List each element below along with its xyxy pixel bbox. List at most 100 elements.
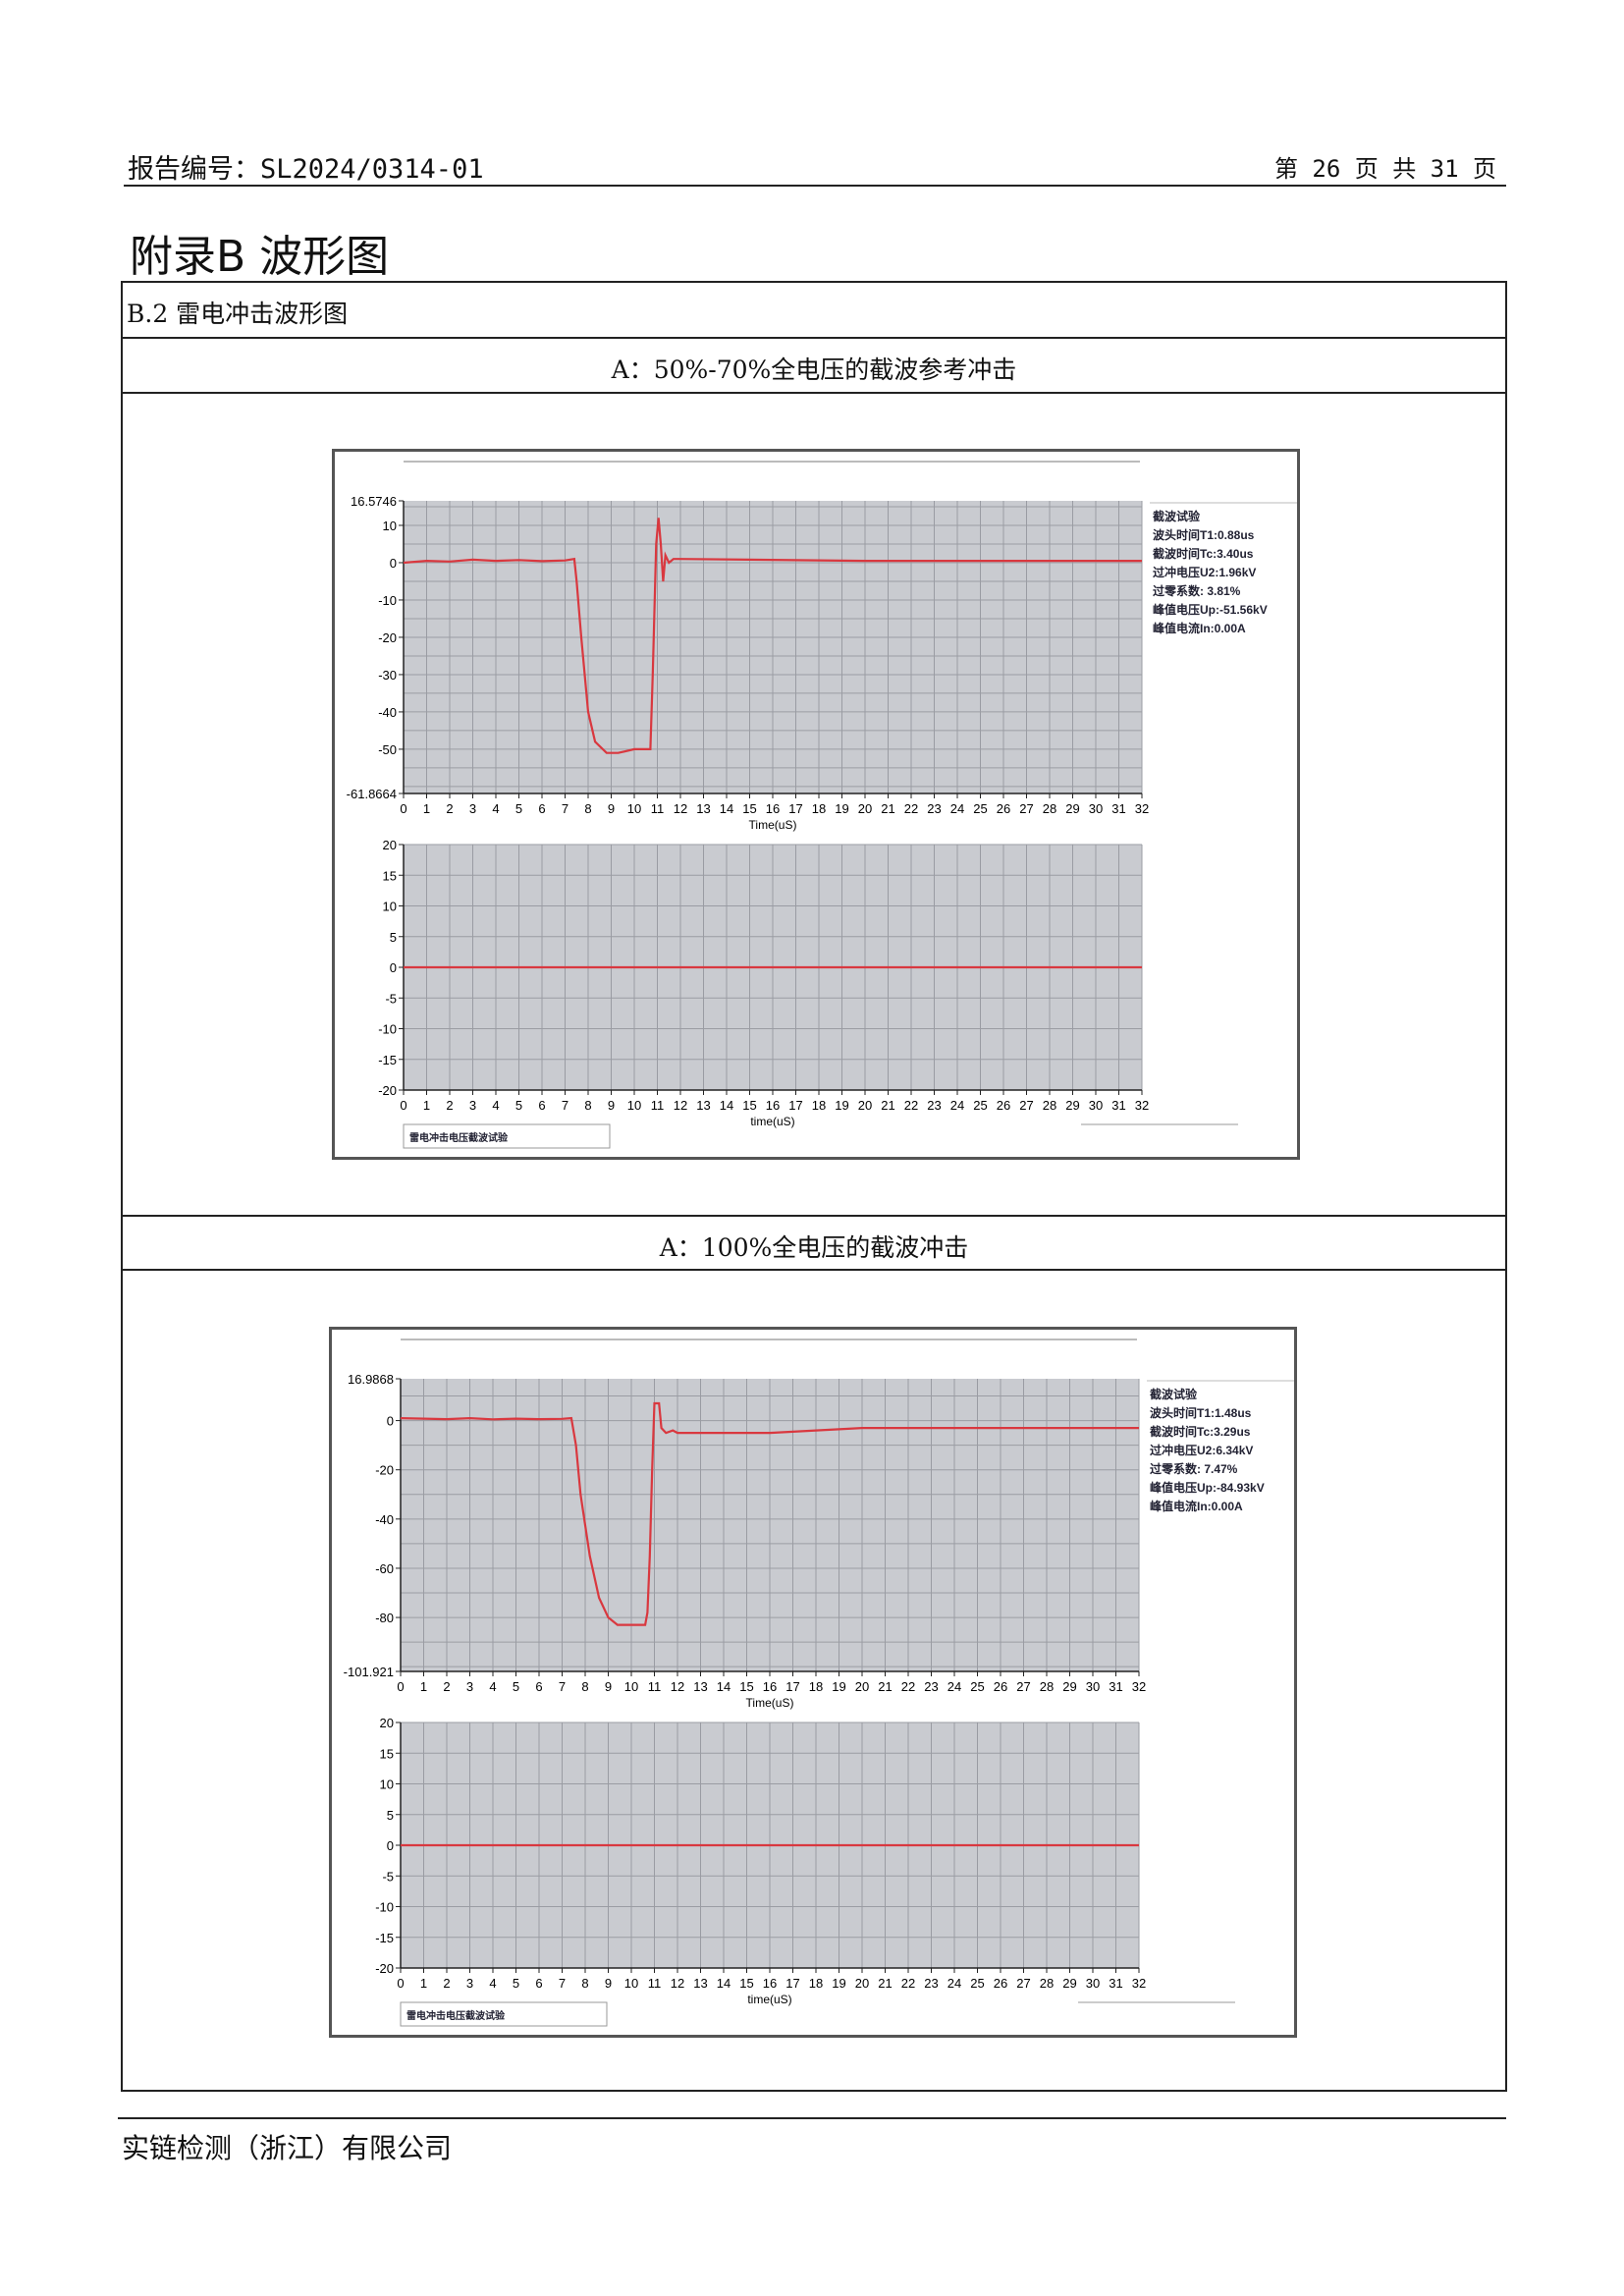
current-x-tick-label: 26 bbox=[994, 1976, 1007, 1991]
page-title: 附录B 波形图 bbox=[130, 232, 390, 282]
current-x-tick-label: 20 bbox=[858, 1098, 872, 1113]
current-x-tick-label: 14 bbox=[720, 1098, 733, 1113]
voltage-x-tick-label: 30 bbox=[1089, 801, 1103, 816]
legend-entry: 截波时间Tc:3.29us bbox=[1150, 1424, 1251, 1439]
voltage-x-axis-label: Time(uS) bbox=[746, 1696, 794, 1710]
current-y-tick-label: -5 bbox=[382, 1869, 394, 1884]
current-x-tick-label: 9 bbox=[605, 1976, 612, 1991]
voltage-x-tick-label: 31 bbox=[1109, 1679, 1122, 1694]
voltage-y-tick-label: -10 bbox=[378, 593, 397, 608]
current-x-tick-label: 5 bbox=[515, 1098, 522, 1113]
current-x-tick-label: 29 bbox=[1062, 1976, 1076, 1991]
current-y-tick-label: 5 bbox=[387, 1808, 394, 1823]
current-x-tick-label: 24 bbox=[947, 1976, 961, 1991]
voltage-x-tick-label: 8 bbox=[584, 801, 591, 816]
report-number: 报告编号：SL2024/0314-01 bbox=[128, 154, 484, 185]
current-y-tick-label: 20 bbox=[383, 838, 397, 852]
current-x-tick-label: 4 bbox=[489, 1976, 496, 1991]
current-x-tick-label: 25 bbox=[970, 1976, 984, 1991]
current-y-tick-label: 0 bbox=[390, 960, 397, 975]
voltage-y-tick-label: -40 bbox=[375, 1512, 394, 1527]
current-x-tick-label: 7 bbox=[562, 1098, 568, 1113]
voltage-x-tick-label: 23 bbox=[924, 1679, 938, 1694]
voltage-y-tick-label: -80 bbox=[375, 1611, 394, 1625]
voltage-x-tick-label: 15 bbox=[742, 801, 756, 816]
voltage-x-tick-label: 4 bbox=[489, 1679, 496, 1694]
voltage-x-axis-label: Time(uS) bbox=[749, 818, 797, 832]
current-x-tick-label: 10 bbox=[624, 1976, 638, 1991]
current-x-tick-label: 5 bbox=[513, 1976, 519, 1991]
footer-divider bbox=[118, 2117, 1506, 2119]
voltage-x-tick-label: 11 bbox=[648, 1679, 662, 1694]
voltage-x-tick-label: 14 bbox=[720, 801, 733, 816]
legend-entry: 截波时间Tc:3.40us bbox=[1153, 546, 1254, 561]
current-x-tick-label: 26 bbox=[997, 1098, 1010, 1113]
panel-caption-row-2: A：100%全电压的截波冲击 bbox=[123, 1217, 1505, 1271]
section-row: B.2 雷电冲击波形图 bbox=[123, 283, 1505, 339]
voltage-x-tick-label: 30 bbox=[1086, 1679, 1100, 1694]
current-y-tick-label: -20 bbox=[375, 1961, 394, 1976]
voltage-x-tick-label: 9 bbox=[605, 1679, 612, 1694]
current-x-tick-label: 1 bbox=[420, 1976, 427, 1991]
voltage-x-tick-label: 18 bbox=[809, 1679, 823, 1694]
voltage-y-tick-label: 10 bbox=[383, 519, 397, 533]
current-x-tick-label: 28 bbox=[1040, 1976, 1054, 1991]
voltage-x-tick-label: 27 bbox=[1016, 1679, 1030, 1694]
current-y-tick-label: -10 bbox=[378, 1022, 397, 1037]
current-x-tick-label: 10 bbox=[627, 1098, 641, 1113]
current-x-tick-label: 25 bbox=[973, 1098, 987, 1113]
current-x-tick-label: 0 bbox=[400, 1098, 406, 1113]
voltage-y-tick-label: 16.5746 bbox=[351, 494, 397, 509]
voltage-x-tick-label: 5 bbox=[513, 1679, 519, 1694]
voltage-x-tick-label: 5 bbox=[515, 801, 522, 816]
voltage-x-tick-label: 6 bbox=[535, 1679, 542, 1694]
status-box bbox=[400, 2001, 608, 2027]
waveform-chart-2: 16.9868 0 -20 -40 -60 -80 -101.921 0 1 2 3 4 5 6 7 8 9 10… bbox=[329, 1327, 1297, 2038]
current-x-tick-label: 16 bbox=[763, 1976, 777, 1991]
voltage-x-tick-label: 29 bbox=[1065, 801, 1079, 816]
voltage-x-tick-label: 26 bbox=[994, 1679, 1007, 1694]
voltage-y-tick-label: -60 bbox=[375, 1561, 394, 1576]
voltage-waveform-line bbox=[403, 518, 1142, 754]
panel-chart-row-1: 16.5746 10 0 -10 -20 -30 -40 -50 -61.8664 0 1 2 3 4 5 6… bbox=[123, 394, 1505, 1217]
voltage-x-tick-label: 31 bbox=[1111, 801, 1125, 816]
current-x-tick-label: 12 bbox=[671, 1976, 684, 1991]
voltage-x-tick-label: 2 bbox=[446, 801, 453, 816]
current-x-tick-label: 28 bbox=[1043, 1098, 1056, 1113]
current-x-tick-label: 3 bbox=[469, 1098, 476, 1113]
current-y-tick-label: -15 bbox=[378, 1053, 397, 1067]
current-y-tick-label: 5 bbox=[390, 930, 397, 945]
status-label: 雷电冲击电压截波试验 bbox=[406, 2009, 506, 2022]
legend-entry: 过冲电压U2:6.34kV bbox=[1150, 1443, 1253, 1457]
voltage-waveform-line bbox=[400, 1401, 1139, 1626]
voltage-x-tick-label: 2 bbox=[443, 1679, 450, 1694]
voltage-x-tick-label: 28 bbox=[1043, 801, 1056, 816]
voltage-x-tick-label: 16 bbox=[763, 1679, 777, 1694]
current-x-tick-label: 17 bbox=[785, 1976, 799, 1991]
page-info: 第 26 页 共 31 页 bbox=[1273, 155, 1496, 183]
voltage-y-tick-label: 0 bbox=[390, 556, 397, 571]
current-y-tick-label: -5 bbox=[385, 991, 397, 1006]
current-y-tick-label: -10 bbox=[375, 1900, 394, 1915]
status-box bbox=[403, 1123, 611, 1149]
legend-entry: 截波试验 bbox=[1150, 1387, 1198, 1401]
voltage-x-tick-label: 21 bbox=[878, 1679, 892, 1694]
voltage-x-tick-label: 8 bbox=[581, 1679, 588, 1694]
current-x-tick-label: 14 bbox=[717, 1976, 731, 1991]
current-x-tick-label: 30 bbox=[1089, 1098, 1103, 1113]
voltage-x-tick-label: 17 bbox=[788, 801, 802, 816]
current-x-tick-label: 13 bbox=[696, 1098, 710, 1113]
current-x-tick-label: 32 bbox=[1135, 1098, 1149, 1113]
voltage-x-tick-label: 0 bbox=[400, 801, 406, 816]
current-x-tick-label: 27 bbox=[1016, 1976, 1030, 1991]
voltage-y-tick-label: -40 bbox=[378, 705, 397, 720]
header-divider bbox=[124, 185, 1506, 187]
voltage-y-tick-label: 16.9868 bbox=[348, 1372, 394, 1387]
voltage-x-tick-label: 32 bbox=[1135, 801, 1149, 816]
current-y-tick-label: 10 bbox=[380, 1777, 394, 1792]
current-x-tick-label: 8 bbox=[584, 1098, 591, 1113]
current-x-tick-label: 8 bbox=[581, 1976, 588, 1991]
voltage-x-tick-label: 1 bbox=[420, 1679, 427, 1694]
